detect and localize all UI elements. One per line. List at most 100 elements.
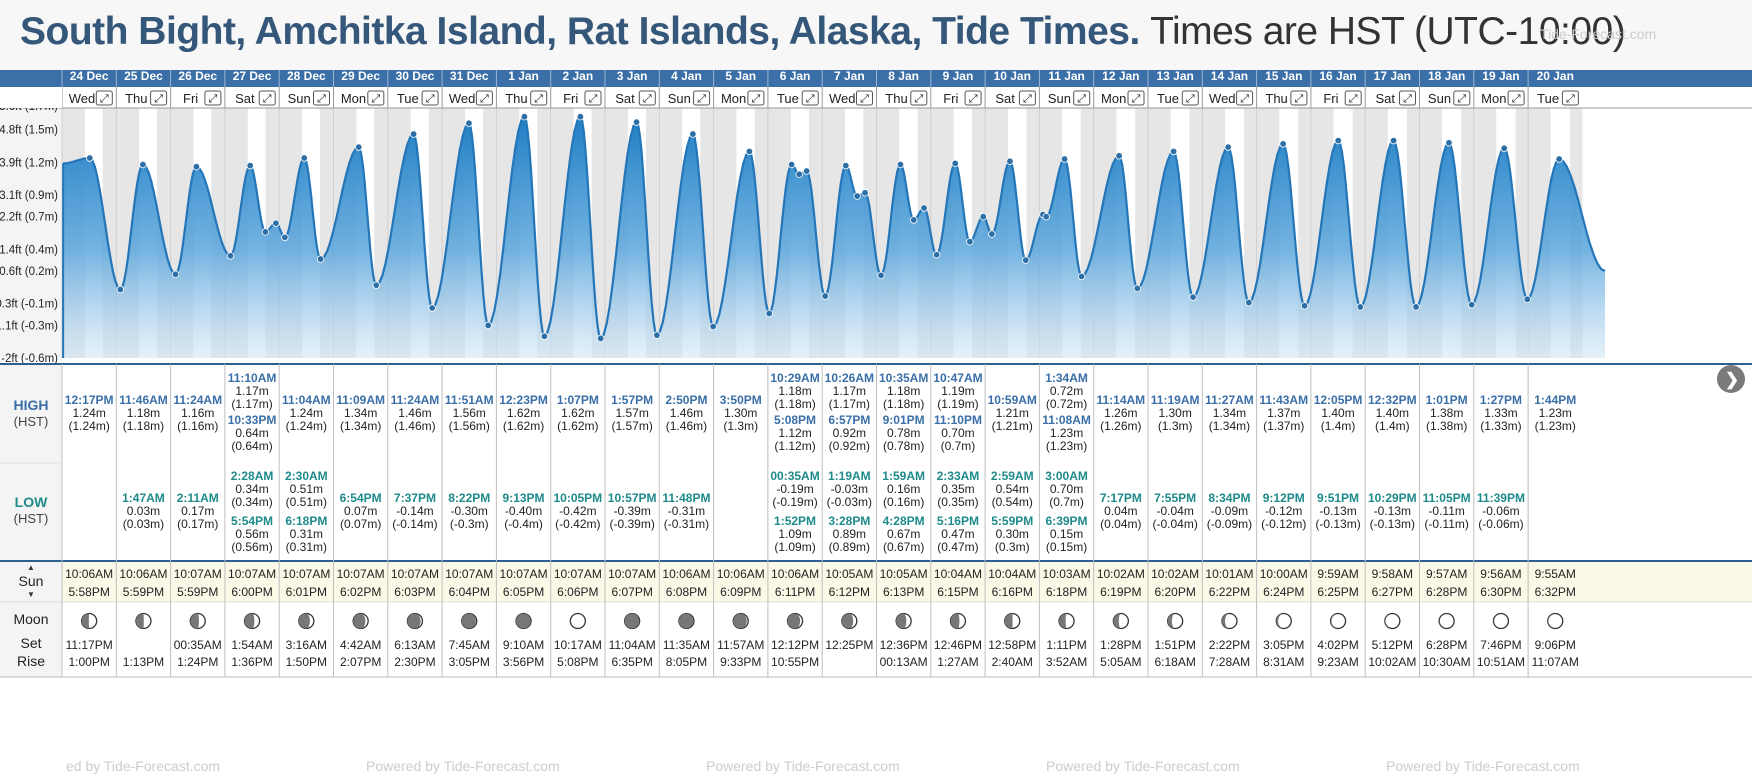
low-tide-time: 11:48PM [662, 491, 710, 505]
low-tide-height: -0.14m [396, 504, 433, 518]
low-tide-point [1412, 303, 1420, 311]
moonset-time: 11:04AM [609, 638, 656, 652]
weekday-label: Thu [885, 91, 907, 106]
high-tide-height: 0.64m [235, 426, 268, 440]
sunrise-time: 10:05AM [825, 567, 873, 581]
low-tide-point [1468, 301, 1476, 309]
low-tide-point [877, 271, 885, 280]
expand-day-button[interactable] [1561, 90, 1579, 106]
expand-day-button[interactable] [95, 90, 113, 106]
expand-day-button[interactable] [1073, 90, 1091, 106]
high-tide-height: 1.38m [1430, 406, 1463, 420]
low-tide-point [1300, 302, 1309, 310]
low-tide-point [1077, 272, 1086, 281]
high-tide-height: 1.33m [1484, 406, 1517, 420]
expand-icon: ⤢ [914, 93, 923, 105]
high-tide-time: 1:57PM [611, 393, 653, 407]
date-label: 9 Jan [943, 70, 974, 83]
high-tide-point [1115, 152, 1123, 160]
expand-day-button[interactable] [584, 90, 602, 106]
sunrise-time: 9:58AM [1372, 567, 1413, 581]
high-tide-point [355, 143, 363, 151]
low-tide-height-alt: (-0.09m) [1207, 517, 1252, 531]
moonrise-time: 3:52AM [1046, 655, 1087, 669]
low-tide-time: 3:00AM [1045, 469, 1088, 483]
high-tide-time: 12:32PM [1368, 393, 1417, 407]
expand-day-button[interactable] [367, 90, 385, 106]
weekday-label: Mon [721, 91, 746, 106]
sunset-time: 6:16PM [992, 585, 1033, 599]
expand-day-button[interactable] [964, 90, 982, 106]
sunrise-time: 10:07AM [337, 567, 385, 581]
low-tide-time: 5:16PM [937, 514, 979, 528]
sunrise-time: 10:07AM [608, 567, 656, 581]
moonset-time: 6:28PM [1426, 638, 1467, 652]
sunrise-time: 10:07AM [554, 567, 602, 581]
date-label: 13 Jan [1156, 70, 1193, 83]
expand-day-button[interactable] [856, 90, 873, 106]
high-tide-point [300, 154, 308, 162]
high-tide-time: 3:50PM [720, 393, 762, 407]
low-tide-height-alt: (-0.19m) [772, 495, 817, 509]
low-tide-height-alt: (0.35m) [937, 495, 978, 509]
moon-shadow [1330, 613, 1339, 629]
high-tide-time: 11:04AM [282, 393, 331, 407]
low-tide-point [653, 331, 661, 339]
expand-day-button[interactable] [1507, 90, 1525, 106]
moon-phase-icon [1112, 612, 1129, 630]
expand-day-button[interactable] [747, 90, 765, 106]
date-label: 1 Jan [508, 70, 539, 83]
moonrise-time: 10:02AM [1368, 655, 1416, 669]
expand-day-button[interactable] [258, 90, 276, 106]
expand-day-button[interactable] [1290, 90, 1308, 106]
expand-day-button[interactable] [910, 90, 928, 106]
expand-day-button[interactable] [1018, 90, 1036, 106]
expand-icon: ⤢ [1240, 93, 1249, 105]
high-tide-height-alt: (1.4m) [1321, 419, 1356, 433]
expand-day-button[interactable] [1127, 90, 1145, 106]
moon-shadow [624, 613, 640, 629]
high-tide-point [576, 112, 585, 121]
expand-day-button[interactable] [801, 90, 819, 106]
next-days-button[interactable] [1717, 365, 1745, 393]
expand-day-button[interactable] [1344, 90, 1362, 106]
high-row-sub: (HST) [14, 414, 49, 429]
expand-day-button[interactable] [693, 90, 711, 106]
sunset-time: 6:01PM [286, 585, 327, 599]
low-tide-height-alt: (0.56m) [231, 540, 272, 554]
high-tide-point [802, 167, 811, 175]
high-tide-point [1060, 155, 1069, 163]
date-label: 16 Jan [1319, 70, 1356, 83]
expand-day-button[interactable] [475, 90, 493, 106]
low-tide-height-alt: (-0.04m) [1152, 517, 1197, 531]
high-tide-time: 10:33PM [228, 413, 277, 427]
sunset-time: 6:11PM [775, 585, 815, 599]
sun-label-background [0, 562, 62, 602]
moonrise-time: 00:13AM [880, 655, 928, 669]
expand-day-button[interactable] [1181, 90, 1199, 106]
expand-day-button[interactable] [1399, 90, 1416, 106]
expand-day-button[interactable] [150, 90, 168, 106]
sunset-time: 6:08PM [666, 585, 707, 599]
high-tide-time: 11:46AM [119, 393, 168, 407]
expand-day-button[interactable] [204, 90, 222, 106]
expand-day-button[interactable] [1236, 90, 1254, 106]
low-tide-height: 0.30m [996, 527, 1029, 541]
low-tide-time: 5:59PM [991, 514, 1033, 528]
expand-day-button[interactable] [313, 90, 330, 106]
expand-day-button[interactable] [638, 90, 656, 106]
sunrise-time: 10:07AM [391, 567, 439, 581]
expand-day-button[interactable] [530, 90, 548, 106]
high-tide-height-alt: (1.34m) [1209, 419, 1250, 433]
watermark-bottom-1: ed by Tide-Forecast.com [66, 758, 221, 774]
expand-day-button[interactable] [421, 90, 439, 106]
high-tide-height-alt: (0.7m) [941, 439, 976, 453]
moonrise-time: 1:50PM [286, 655, 327, 669]
low-tide-height: 1.09m [778, 527, 811, 541]
expand-day-button[interactable] [1453, 90, 1471, 106]
high-tide-time: 9:01PM [883, 413, 925, 427]
moonset-row-label: Set [20, 635, 41, 651]
moonset-time: 10:17AM [554, 638, 602, 652]
moon-phase-icon [461, 612, 478, 630]
moon-row-label: Moon [13, 611, 48, 627]
